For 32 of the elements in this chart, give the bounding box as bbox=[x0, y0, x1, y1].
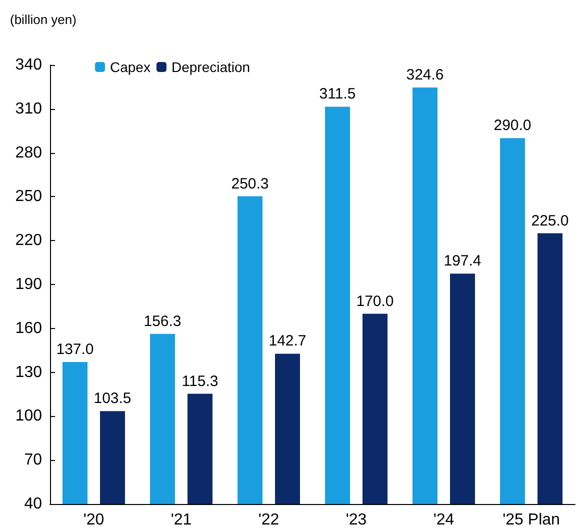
data-label: 311.5 bbox=[319, 86, 356, 103]
legend-label: Capex bbox=[110, 59, 150, 75]
y-tick-label: 340 bbox=[15, 56, 42, 74]
data-label: 197.4 bbox=[444, 252, 482, 270]
y-tick-label: 310 bbox=[15, 100, 42, 118]
data-label: 103.5 bbox=[94, 390, 132, 408]
data-label: 137.0 bbox=[56, 341, 94, 358]
y-tick-label: 190 bbox=[15, 276, 42, 293]
data-label: 142.7 bbox=[268, 332, 306, 350]
y-tick-label: 100 bbox=[15, 408, 42, 425]
data-label: 250.3 bbox=[231, 175, 269, 192]
data-label: 170.0 bbox=[356, 292, 394, 310]
x-tick-label: '21 bbox=[170, 512, 192, 528]
y-tick-label: 130 bbox=[15, 364, 42, 381]
x-tick-label: '25 Plan bbox=[502, 512, 560, 528]
y-axis-title: (billion yen) bbox=[10, 12, 76, 27]
y-tick-label: 160 bbox=[15, 320, 42, 337]
y-tick-label: 280 bbox=[15, 144, 42, 162]
x-tick-label: '22 bbox=[258, 512, 280, 528]
y-tick-label: 40 bbox=[24, 496, 42, 512]
y-tick-label: 250 bbox=[15, 188, 42, 206]
data-label: 115.3 bbox=[182, 372, 218, 390]
x-tick-label: '24 bbox=[433, 512, 454, 528]
data-label: 324.6 bbox=[406, 66, 444, 84]
x-tick-label: '20 bbox=[83, 512, 104, 528]
y-tick-label: 70 bbox=[24, 452, 42, 469]
data-label: 225.0 bbox=[531, 212, 569, 230]
x-tick-label: '23 bbox=[346, 512, 367, 528]
y-tick-label: 220 bbox=[15, 232, 42, 250]
data-label: 156.3 bbox=[144, 312, 182, 330]
data-label: 290.0 bbox=[494, 117, 532, 134]
legend-label: Depreciation bbox=[171, 59, 250, 75]
